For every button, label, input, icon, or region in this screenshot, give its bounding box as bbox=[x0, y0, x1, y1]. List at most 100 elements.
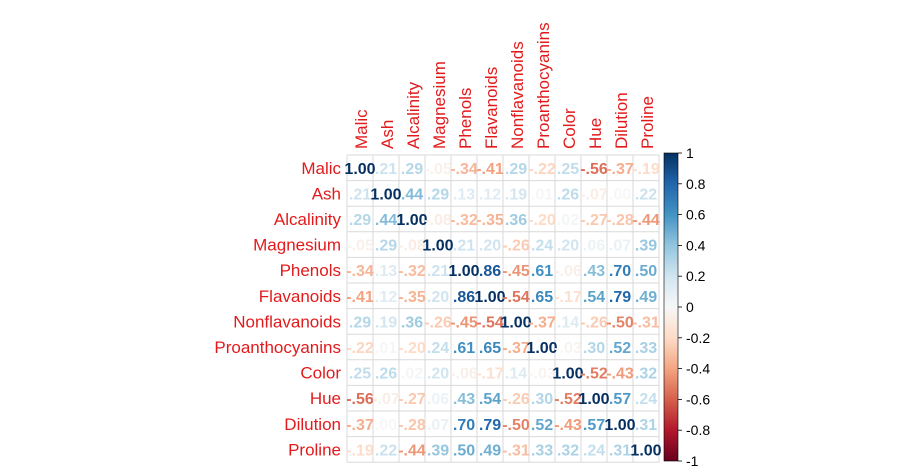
cell-value: -.31 bbox=[632, 314, 660, 331]
cell-value: -.19 bbox=[346, 442, 374, 459]
cell-value: .20 bbox=[427, 289, 449, 306]
cell-value: .39 bbox=[427, 442, 449, 459]
cell-value: .26 bbox=[557, 186, 579, 203]
cell-value: 1.00 bbox=[448, 263, 479, 280]
row-label-malic: Malic bbox=[301, 159, 341, 178]
column-label-magnesium: Magnesium bbox=[430, 61, 449, 149]
cell-value: -.17 bbox=[476, 366, 504, 383]
cell-value: .20 bbox=[427, 366, 449, 383]
cell-value: -.03 bbox=[528, 366, 556, 383]
cell-value: -.50 bbox=[606, 314, 634, 331]
cell-value: .29 bbox=[505, 161, 527, 178]
cell-value: .14 bbox=[557, 314, 579, 331]
cell-value: -.17 bbox=[554, 289, 582, 306]
cell-value: -.31 bbox=[502, 442, 530, 459]
cell-value: -.26 bbox=[424, 314, 452, 331]
cell-value: .65 bbox=[531, 289, 553, 306]
cell-value: -.43 bbox=[606, 366, 634, 383]
cell-value: .25 bbox=[349, 366, 371, 383]
color-legend-tick-label: 0 bbox=[686, 299, 694, 315]
cell-value: .12 bbox=[375, 289, 397, 306]
cell-value: -.44 bbox=[632, 212, 660, 229]
cell-value: -.28 bbox=[606, 212, 634, 229]
column-label-hue: Hue bbox=[586, 118, 605, 149]
color-legend-tick-label: -0.6 bbox=[686, 391, 710, 407]
cell-value: -.32 bbox=[398, 263, 426, 280]
cell-value: -.37 bbox=[346, 417, 374, 434]
cell-value: .52 bbox=[531, 417, 553, 434]
cell-value: .19 bbox=[505, 186, 527, 203]
cell-value: -.41 bbox=[476, 161, 504, 178]
cell-value: .06 bbox=[427, 391, 449, 408]
cell-value: -.52 bbox=[554, 391, 582, 408]
cell-value: -.05 bbox=[346, 238, 374, 255]
cell-value: -.54 bbox=[476, 314, 504, 331]
cell-value: -.03 bbox=[554, 340, 582, 357]
cell-value: .24 bbox=[583, 442, 605, 459]
cell-value: -.28 bbox=[398, 417, 426, 434]
cell-value: -.20 bbox=[528, 212, 556, 229]
cell-value: .57 bbox=[609, 391, 631, 408]
column-label-malic: Malic bbox=[352, 109, 371, 149]
row-label-proline: Proline bbox=[288, 440, 341, 459]
cell-value: 1.00 bbox=[500, 314, 531, 331]
row-label-dilution: Dilution bbox=[284, 415, 341, 434]
row-label-phenols: Phenols bbox=[280, 261, 341, 280]
cell-value: .02 bbox=[557, 212, 579, 229]
cell-value: .21 bbox=[453, 238, 475, 255]
cell-value: .20 bbox=[557, 238, 579, 255]
cell-value: -.32 bbox=[450, 212, 478, 229]
cell-value: .61 bbox=[453, 340, 475, 357]
cell-value: -.05 bbox=[424, 161, 452, 178]
cell-value: .36 bbox=[401, 314, 423, 331]
cell-value: .07 bbox=[427, 417, 449, 434]
column-labels: Malic Ash Alcalinity Magnesium Phenols Flavan… bbox=[352, 22, 657, 149]
cell-value: .79 bbox=[609, 289, 631, 306]
cell-value: -.45 bbox=[502, 263, 530, 280]
color-legend-tick-label: -1 bbox=[686, 453, 699, 469]
cell-value: -.22 bbox=[528, 161, 556, 178]
cell-value: 1.00 bbox=[422, 238, 453, 255]
heatmap-cells: 1.00.21.29 -.05-.34-.41.29 -.22.25 -.56-.37… bbox=[344, 161, 661, 460]
cell-value: .54 bbox=[583, 289, 605, 306]
cell-value: -.27 bbox=[580, 212, 608, 229]
column-label-proanthocyanins: Proanthocyanins bbox=[534, 22, 553, 149]
cell-value: .30 bbox=[531, 391, 553, 408]
column-label-proline: Proline bbox=[638, 96, 657, 149]
cell-value: .02 bbox=[401, 366, 423, 383]
row-label-nonflavanoids: Nonflavanoids bbox=[233, 312, 341, 331]
cell-value: .50 bbox=[635, 263, 657, 280]
cell-value: 1.00 bbox=[552, 366, 583, 383]
column-label-dilution: Dilution bbox=[612, 92, 631, 149]
cell-value: .86 bbox=[453, 289, 475, 306]
cell-value: -.54 bbox=[502, 289, 530, 306]
cell-value: -.34 bbox=[346, 263, 374, 280]
cell-value: -.37 bbox=[606, 161, 634, 178]
cell-value: .49 bbox=[635, 289, 657, 306]
cell-value: .29 bbox=[349, 314, 371, 331]
cell-value: .32 bbox=[557, 442, 579, 459]
cell-value: -.20 bbox=[398, 340, 426, 357]
cell-value: 1.00 bbox=[474, 289, 505, 306]
cell-value: 1.00 bbox=[396, 212, 427, 229]
color-legend-tick-label: 1 bbox=[686, 145, 694, 161]
cell-value: .01 bbox=[375, 340, 397, 357]
color-legend-tick-label: -0.4 bbox=[686, 361, 710, 377]
cell-value: -.44 bbox=[398, 442, 426, 459]
cell-value: .20 bbox=[479, 238, 501, 255]
cell-value: -.45 bbox=[450, 314, 478, 331]
cell-value: .13 bbox=[453, 186, 475, 203]
cell-value: -.08 bbox=[424, 212, 452, 229]
color-legend-tick-label: 0.8 bbox=[686, 176, 706, 192]
cell-value: -.26 bbox=[502, 238, 530, 255]
cell-value: 1.00 bbox=[630, 442, 661, 459]
cell-value: 1.00 bbox=[370, 186, 401, 203]
cell-value: .70 bbox=[609, 263, 631, 280]
row-label-proanthocyanins: Proanthocyanins bbox=[214, 338, 341, 357]
column-label-color: Color bbox=[560, 108, 579, 149]
cell-value: -.08 bbox=[398, 238, 426, 255]
cell-value: .21 bbox=[349, 186, 371, 203]
cell-value: -.26 bbox=[580, 314, 608, 331]
cell-value: .24 bbox=[635, 391, 657, 408]
cell-value: -.56 bbox=[580, 161, 608, 178]
